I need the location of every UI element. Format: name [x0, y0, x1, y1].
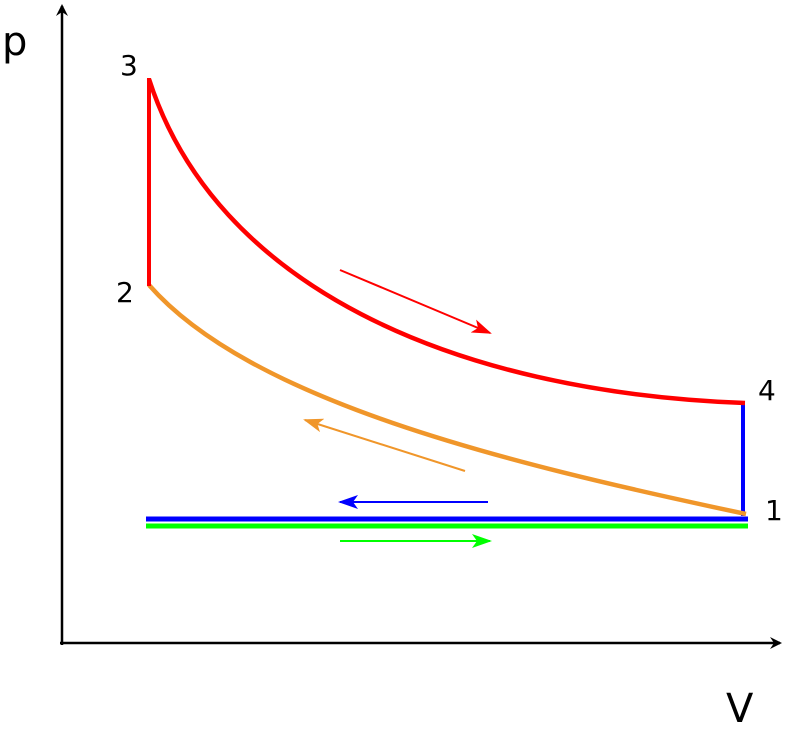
point-label: 2 — [116, 276, 134, 309]
arrow — [339, 269, 492, 334]
x-axis-label: V — [726, 686, 754, 732]
expansion-curve — [146, 78, 746, 406]
point-label: 3 — [120, 49, 138, 82]
compression-curve — [147, 283, 747, 517]
y-axis-label: p — [2, 19, 27, 65]
arrow — [303, 418, 466, 472]
point-label: 4 — [758, 374, 776, 407]
point-label: 1 — [765, 494, 783, 527]
